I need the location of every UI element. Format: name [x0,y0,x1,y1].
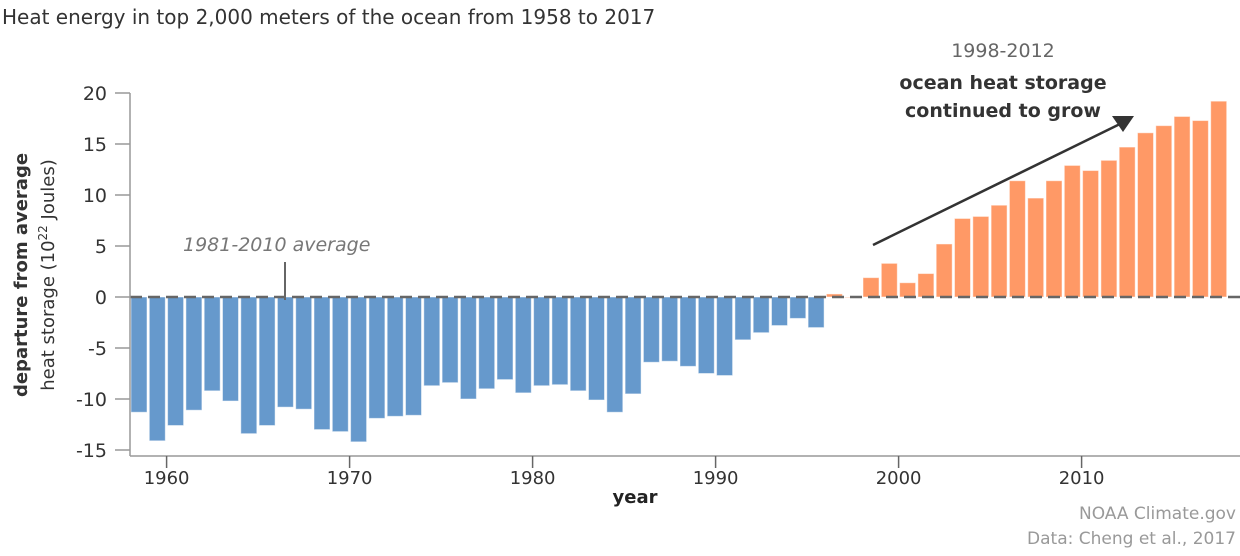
y-tick-label: 20 [83,83,107,105]
y-tick-label: 15 [83,134,107,156]
bar-1977 [478,296,496,390]
bar-1983 [588,296,605,401]
bar-1990 [716,296,734,377]
bar-1965 [258,296,276,427]
x-tick-label: 2010 [1059,468,1105,489]
trend-annotation-line1: ocean heat storage [899,72,1106,94]
period-annotation: 1998-2012 [951,40,1055,62]
y-tick-label: 10 [83,185,107,207]
trend-annotation-line2: continued to grow [905,100,1101,122]
bar-2003 [954,217,971,298]
y-tick-label: -15 [76,440,107,462]
bar-1964 [240,296,258,435]
bar-1982 [569,296,587,392]
y-axis-label-sup: 22 [36,225,50,240]
bar-2007 [1027,197,1045,298]
y-axis-label-line1: departure from average [11,153,32,397]
bar-1966 [276,296,294,408]
bar-1979 [514,296,532,394]
bar-1963 [222,296,239,402]
x-tick-label: 2000 [876,468,922,489]
bar-1993 [771,296,788,327]
bar-1962 [203,296,221,392]
bar-2010 [1082,170,1100,298]
bar-1992 [752,296,770,334]
bar-2011 [1100,159,1118,298]
bar-1970 [350,296,368,443]
bar-1961 [185,296,203,411]
y-tick-label: 0 [95,287,107,309]
bar-1973 [405,296,422,416]
y-axis-label-line2: heat storage (1022 Joules) [36,159,59,391]
bar-1995 [807,296,825,329]
bar-1968 [313,296,331,431]
x-tick-label: 1960 [144,468,190,489]
bar-2016 [1191,120,1209,298]
credit-data: Data: Cheng et al., 2017 [1027,529,1236,549]
bar-2005 [990,204,1008,298]
bar-2008 [1045,180,1063,298]
bar-2013 [1137,132,1154,298]
x-tick-label: 1990 [693,468,739,489]
bar-1969 [331,296,349,433]
bar-2014 [1155,125,1173,298]
bar-2012 [1118,146,1136,298]
bar-1976 [459,296,477,400]
x-tick-label: 1970 [327,468,373,489]
y-axis-label-pre: heat storage (10 [38,240,59,390]
bar-1974 [423,296,441,387]
bar-2006 [1008,180,1026,298]
bar-1981 [551,296,569,386]
bar-2004 [972,215,990,298]
bar-1994 [789,296,807,319]
bar-2017 [1210,100,1228,298]
bar-1998 [862,277,880,298]
bar-1991 [734,296,752,341]
bar-2000 [899,282,917,298]
bar-1972 [386,296,404,417]
bar-1984 [606,296,624,413]
bar-2015 [1173,115,1191,298]
bar-1986 [642,296,660,363]
y-axis-label-post: Joules) [38,159,59,225]
chart-title: Heat energy in top 2,000 meters of the o… [2,5,655,29]
trend-arrow-head [1112,116,1134,132]
bar-1971 [368,296,386,419]
bar-2001 [917,273,935,298]
x-tick-label: 1980 [510,468,556,489]
bar-1978 [496,296,514,381]
bar-1975 [441,296,459,384]
bar-1959 [148,296,166,442]
bar-1958 [130,296,148,413]
bar-2002 [935,243,953,298]
credit-source: NOAA Climate.gov [1079,504,1236,524]
y-tick-label: 5 [95,236,107,258]
baseline-annotation: 1981-2010 average [183,234,370,256]
bar-1985 [624,296,642,395]
bar-1999 [880,262,898,298]
bar-2009 [1063,164,1081,298]
bar-1980 [533,296,551,387]
bar-1960 [167,296,185,427]
bar-1989 [697,296,715,374]
bar-1967 [295,296,313,410]
y-tick-label: -10 [76,389,107,411]
y-tick-label: -5 [88,338,107,360]
x-axis-label: year [613,487,658,508]
bar-1987 [661,296,679,362]
bar-1988 [679,296,697,367]
trend-arrow-line [872,121,1123,247]
